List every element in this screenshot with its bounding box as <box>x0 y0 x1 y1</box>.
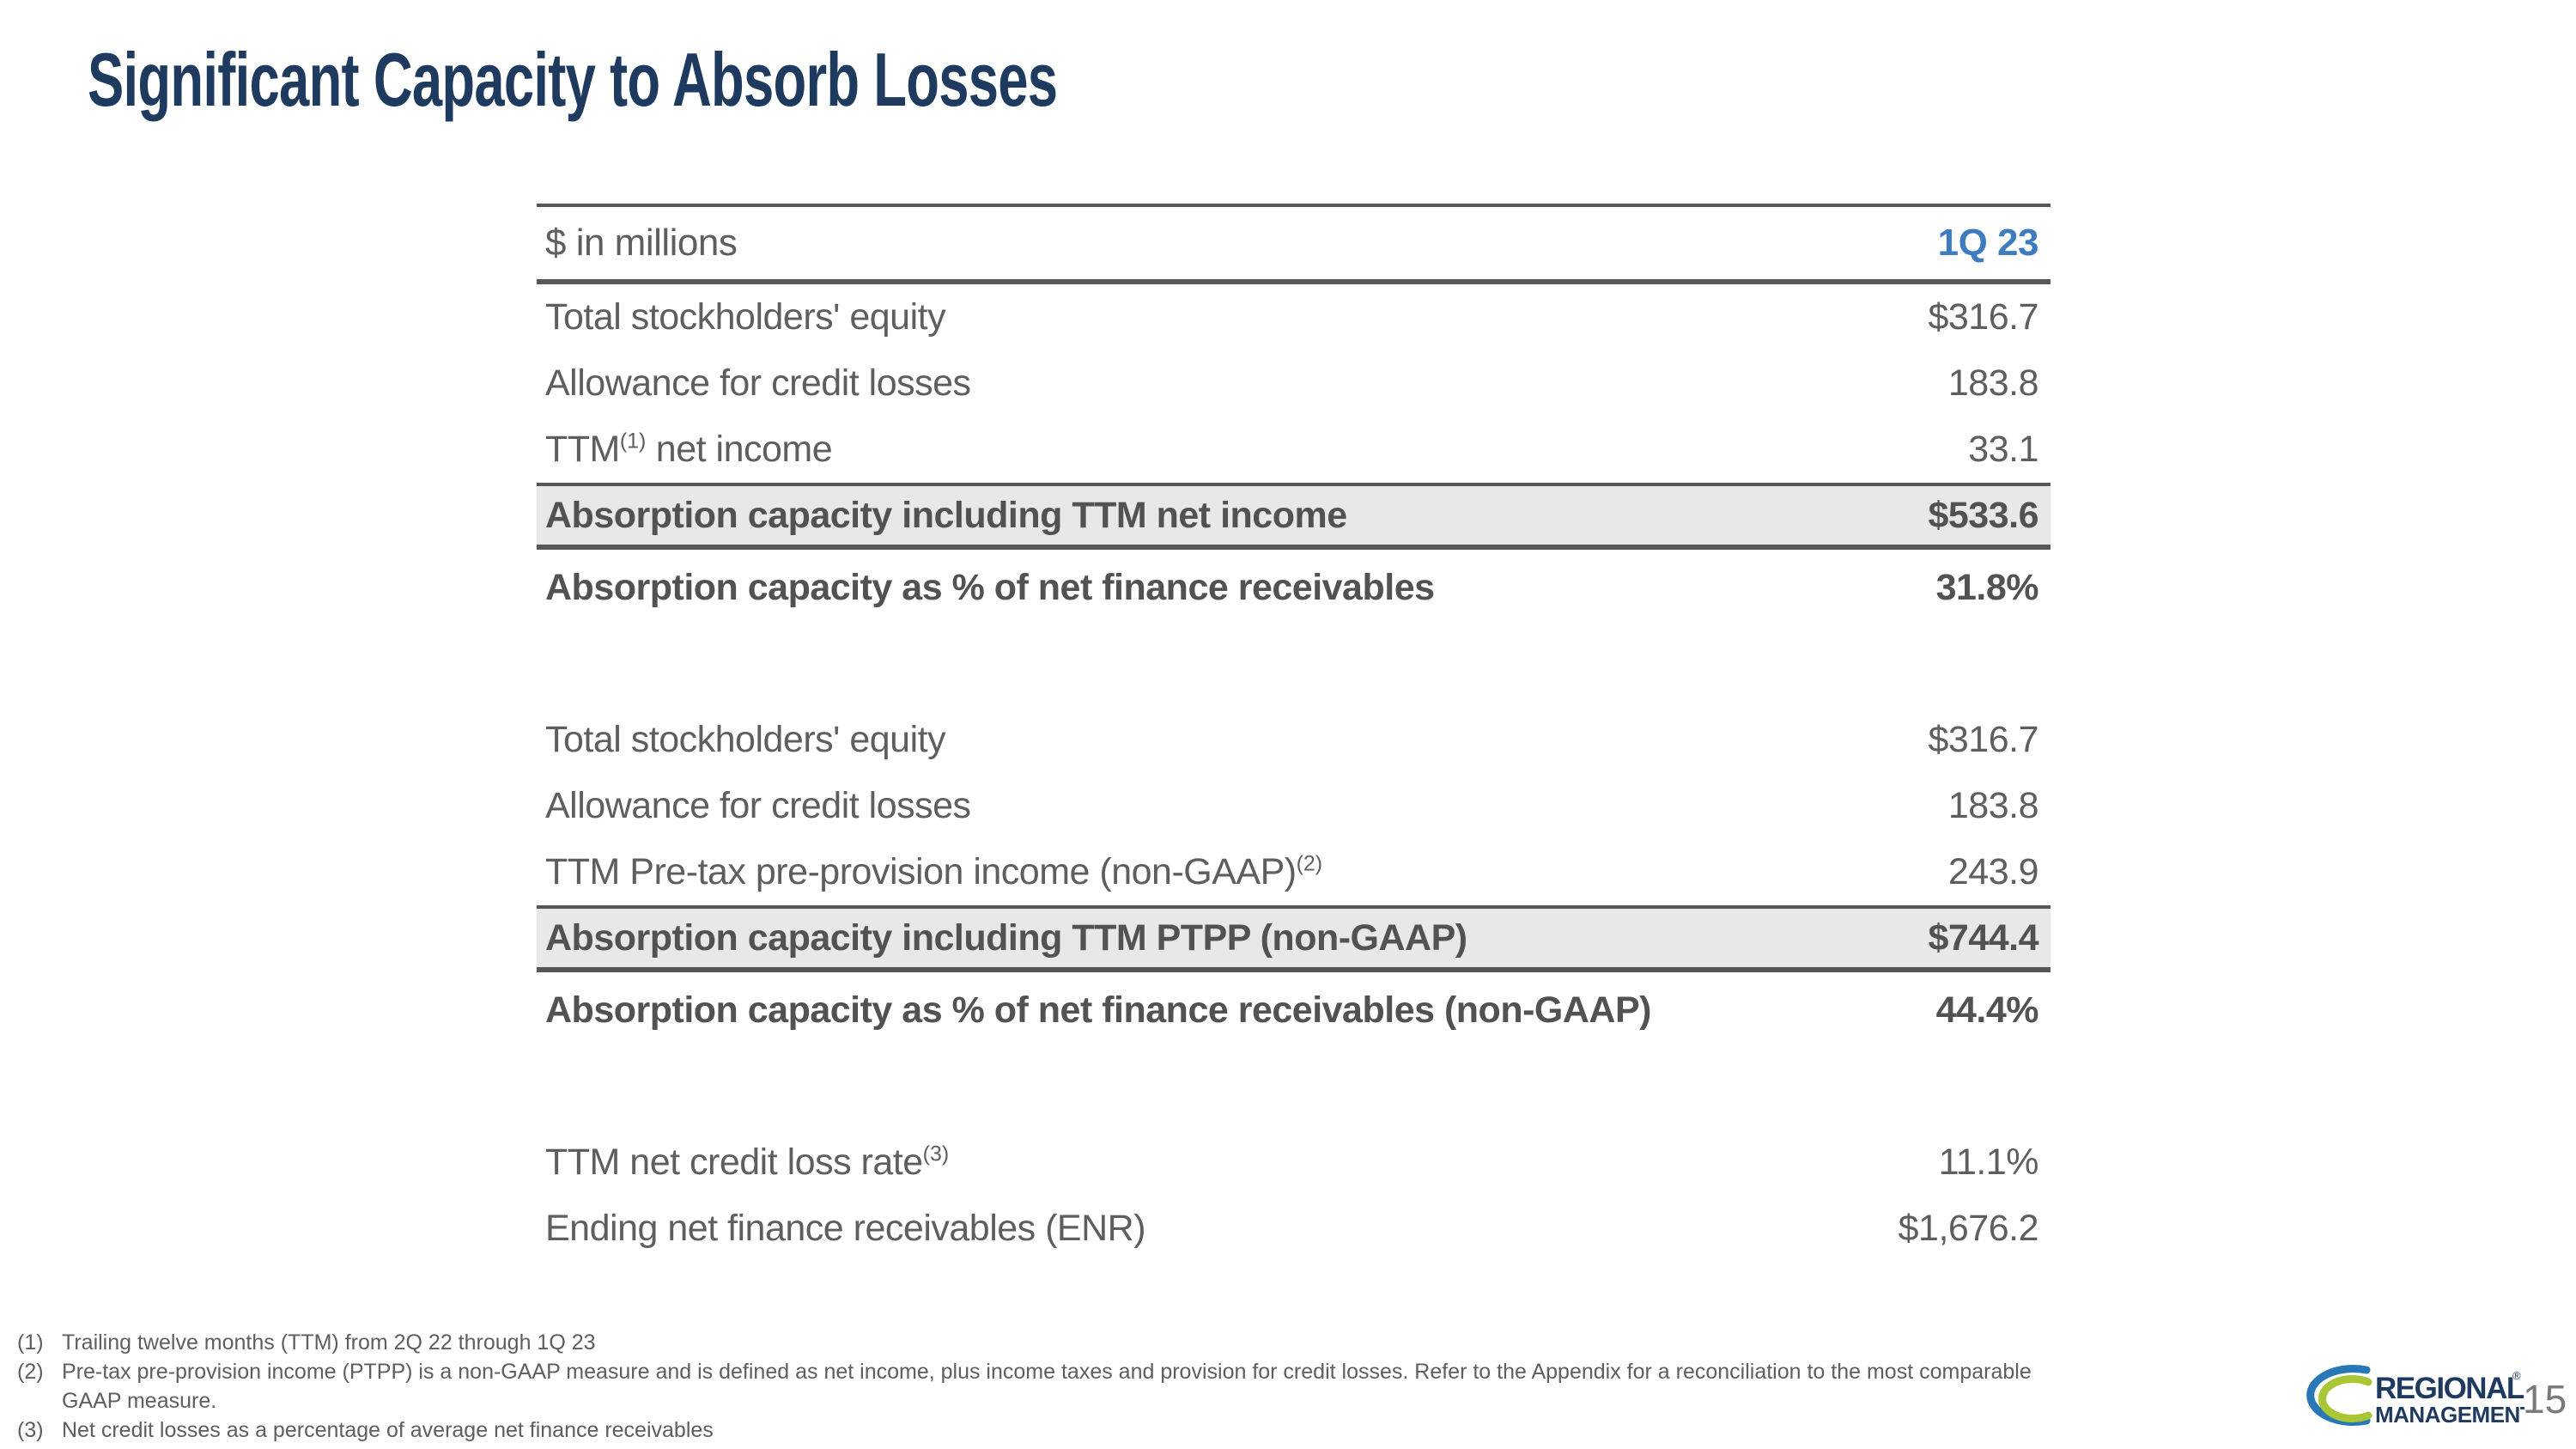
row-label: Absorption capacity as % of net finance … <box>545 566 1435 608</box>
row-label: Allowance for credit losses <box>545 785 971 826</box>
table-row: Total stockholders' equity $316.7 <box>537 284 2050 350</box>
row-label: Ending net finance receivables (ENR) <box>545 1208 1146 1249</box>
footnote-text: Pre-tax pre-provision income (PTPP) is a… <box>62 1360 2032 1413</box>
logo-swoosh-icon <box>2306 1365 2372 1426</box>
table-row-total: Absorption capacity including TTM net in… <box>537 483 2050 550</box>
table-row: Ending net finance receivables (ENR) $1,… <box>537 1196 2050 1262</box>
unit-label: $ in millions <box>545 222 738 264</box>
table-row-percent: Absorption capacity as % of net finance … <box>537 972 2050 1048</box>
row-value: $533.6 <box>1928 494 2038 536</box>
footnote-marker: (3) <box>17 1418 44 1442</box>
row-value: 11.1% <box>1938 1142 2039 1183</box>
page-title: Significant Capacity to Absorb Losses <box>88 37 1058 122</box>
table-row: TTM(1) net income 33.1 <box>537 417 2050 483</box>
table-row: Allowance for credit losses 183.8 <box>537 773 2050 839</box>
row-value: 31.8% <box>1935 566 2039 608</box>
footnote-marker: (1) <box>17 1330 44 1355</box>
row-value: 183.8 <box>1947 362 2039 404</box>
financial-table: $ in millions 1Q 23 Total stockholders' … <box>537 204 2050 1262</box>
row-value: 44.4% <box>1935 989 2039 1031</box>
row-value: $744.4 <box>1928 916 2038 959</box>
page-number: 15 <box>2523 1377 2567 1422</box>
footnote-ref: (1) <box>619 429 647 454</box>
regional-management-logo: REGIONAL ® MANAGEMENT <box>2300 1364 2534 1433</box>
logo-line1: REGIONAL <box>2375 1372 2524 1405</box>
period-column-header: 1Q 23 <box>1937 222 2039 264</box>
row-value: $316.7 <box>1928 296 2038 338</box>
row-label: Absorption capacity as % of net finance … <box>545 989 1651 1031</box>
row-label: TTM net credit loss rate(3) <box>545 1142 950 1183</box>
row-label: Total stockholders' equity <box>545 719 946 760</box>
row-label: Allowance for credit losses <box>545 362 971 404</box>
table-row-total: Absorption capacity including TTM PTPP (… <box>537 905 2050 972</box>
row-value: $1,676.2 <box>1898 1208 2039 1249</box>
row-value: $316.7 <box>1928 719 2038 760</box>
footnote-text: Net credit losses as a percentage of ave… <box>62 1418 714 1442</box>
footnote-ref: (2) <box>1296 851 1323 876</box>
footnote: (2) Pre-tax pre-provision income (PTPP) … <box>17 1357 2061 1416</box>
footnotes: (1) Trailing twelve months (TTM) from 2Q… <box>17 1328 2061 1445</box>
row-label: TTM(1) net income <box>545 429 833 470</box>
row-label: Absorption capacity including TTM PTPP (… <box>545 916 1467 959</box>
footnote-ref: (3) <box>922 1142 950 1166</box>
row-label: Total stockholders' equity <box>545 296 946 338</box>
row-value: 183.8 <box>1947 785 2039 826</box>
table-row: Total stockholders' equity $316.7 <box>537 707 2050 773</box>
row-label: TTM Pre-tax pre-provision income (non-GA… <box>545 851 1323 892</box>
table-section-gap <box>537 625 2050 707</box>
logo-line2: MANAGEMENT <box>2375 1402 2524 1428</box>
table-header-row: $ in millions 1Q 23 <box>537 207 2050 284</box>
table-row: Allowance for credit losses 183.8 <box>537 350 2050 417</box>
table-row-percent: Absorption capacity as % of net finance … <box>537 550 2050 625</box>
footnote: (1) Trailing twelve months (TTM) from 2Q… <box>17 1328 2061 1357</box>
table-row: TTM net credit loss rate(3) 11.1% <box>537 1129 2050 1196</box>
logo-registered-mark: ® <box>2512 1369 2521 1382</box>
footnote-text: Trailing twelve months (TTM) from 2Q 22 … <box>62 1330 596 1355</box>
footnote: (3) Net credit losses as a percentage of… <box>17 1416 2061 1445</box>
row-value: 243.9 <box>1947 851 2039 892</box>
footnote-marker: (2) <box>17 1360 44 1384</box>
row-value: 33.1 <box>1968 429 2038 470</box>
table-section-gap <box>537 1048 2050 1129</box>
row-label: Absorption capacity including TTM net in… <box>545 494 1347 536</box>
table-row: TTM Pre-tax pre-provision income (non-GA… <box>537 839 2050 905</box>
